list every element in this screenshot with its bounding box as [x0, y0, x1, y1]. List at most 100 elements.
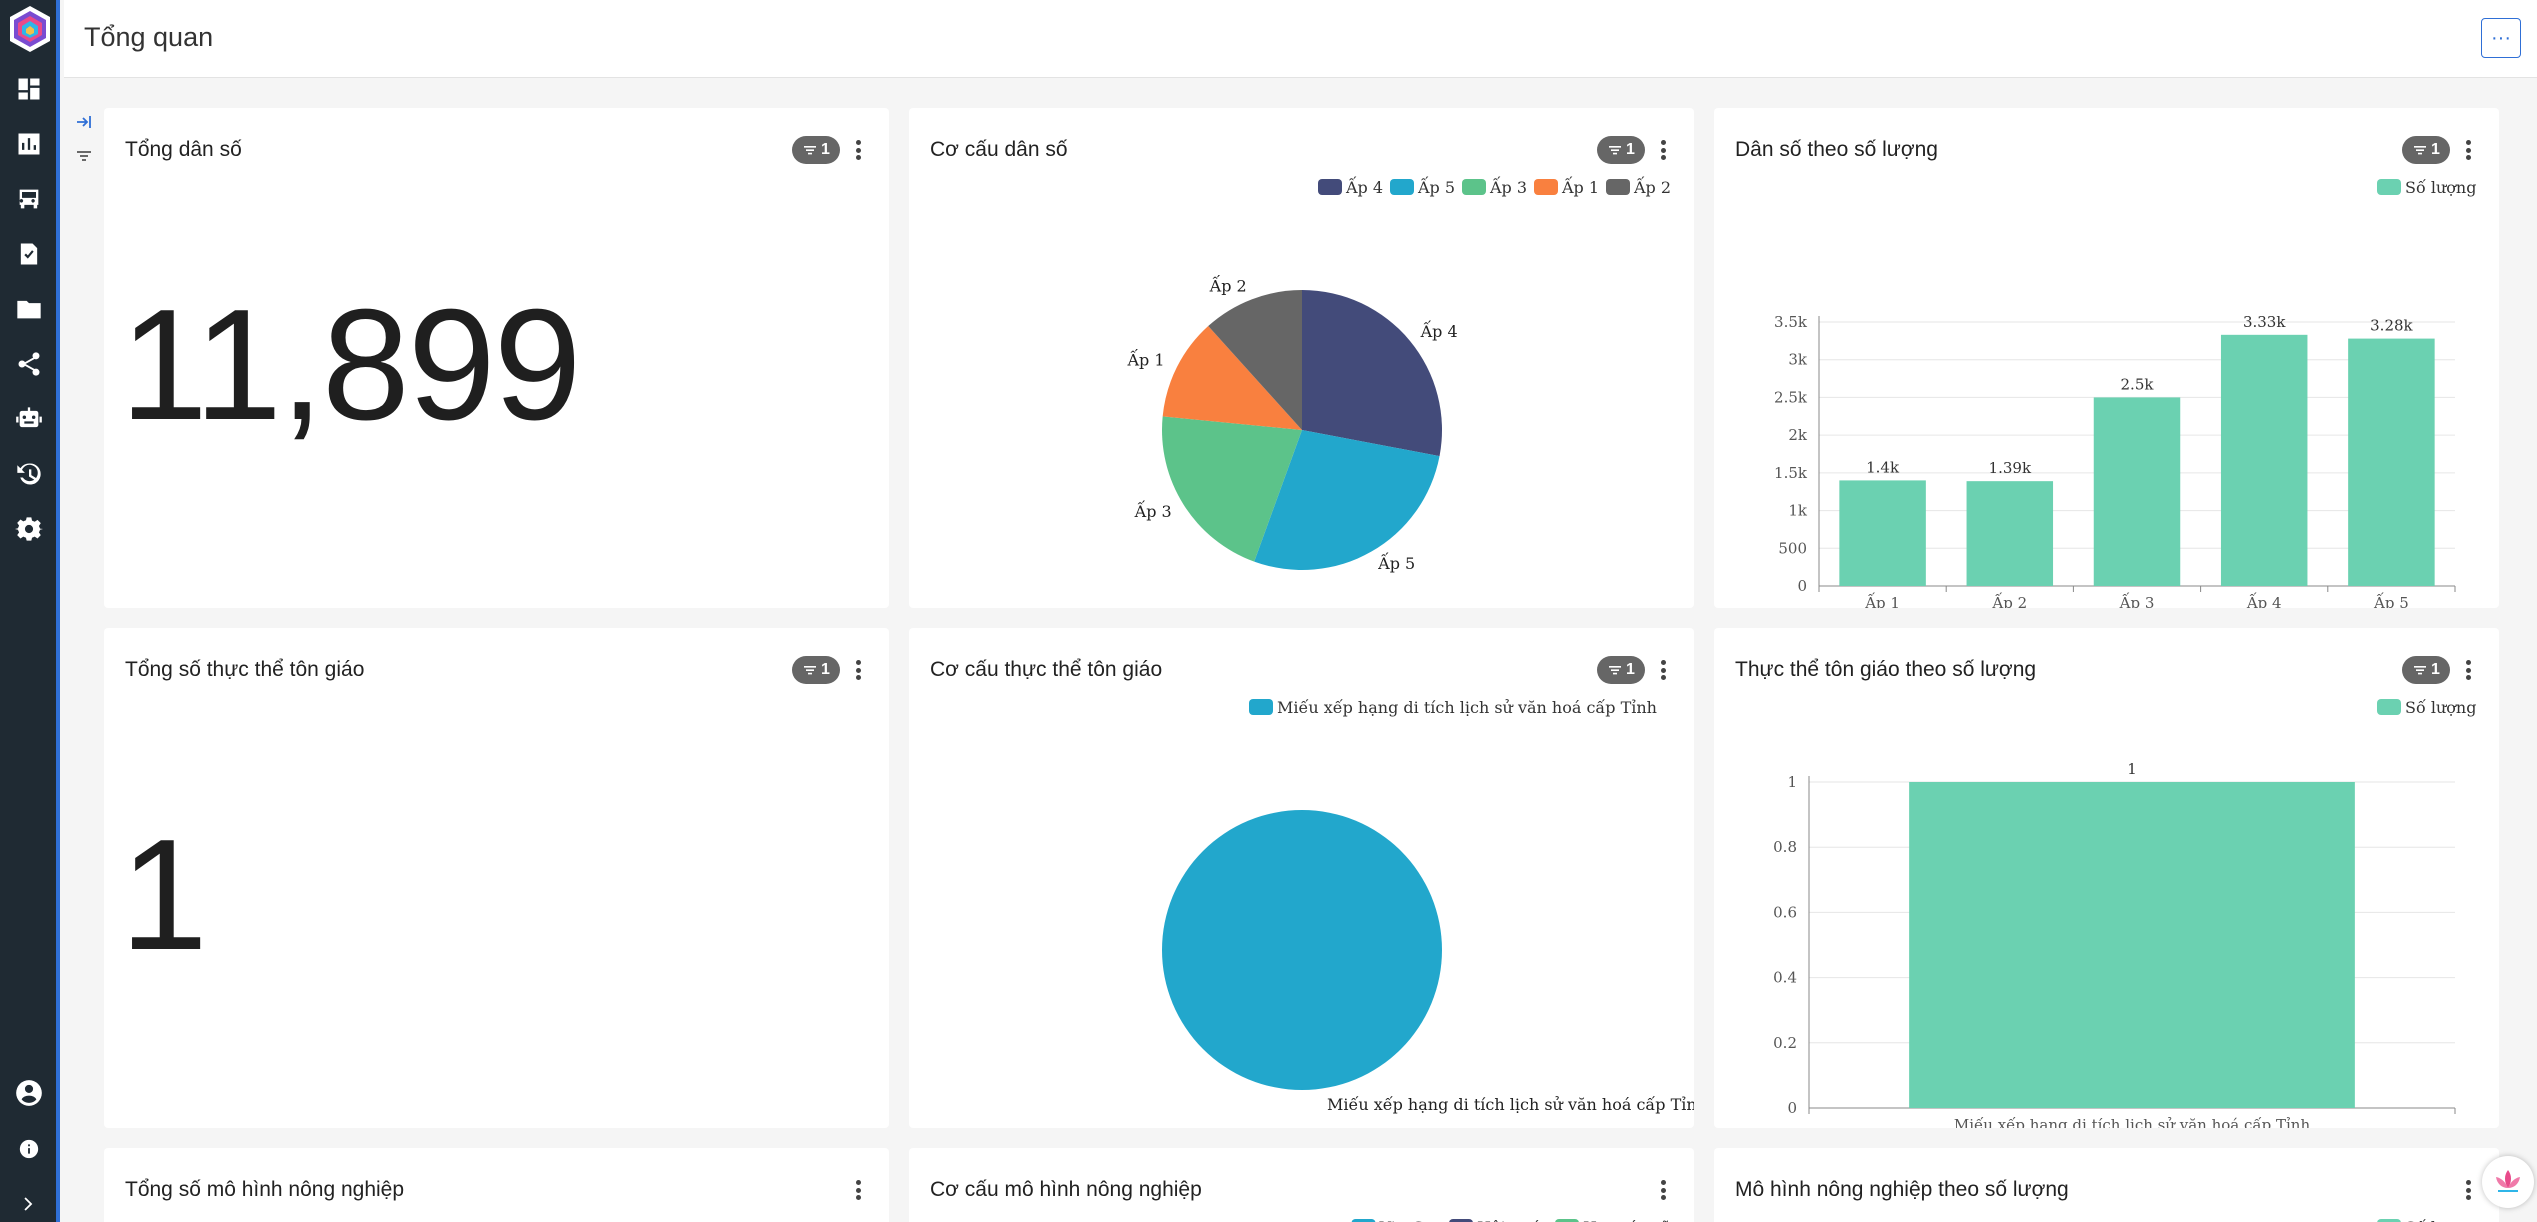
legend-swatch[interactable]: [2377, 179, 2401, 195]
legend-swatch[interactable]: [1318, 179, 1342, 195]
legend-label[interactable]: VietGap: [1379, 1218, 1445, 1222]
legend-label[interactable]: Hội quán: [1477, 1218, 1551, 1222]
card-pop-structure: Cơ cấu dân số 1 Ấp 4 Ấp 5 Ấp 3 Ấp 1 Ấp 2 Ấp 4…: [909, 108, 1694, 608]
filter-icon[interactable]: [74, 146, 94, 166]
legend-swatch[interactable]: [1462, 179, 1486, 195]
card-title: Tổng số thực thể tôn giáo: [125, 658, 365, 681]
legend-swatch[interactable]: [1606, 179, 1630, 195]
filter-icon: [804, 666, 817, 675]
legend-swatch[interactable]: [2377, 1219, 2401, 1222]
collapse-filters-icon[interactable]: [74, 112, 94, 132]
card-title: Thực thể tôn giáo theo số lượng: [1735, 658, 2037, 681]
legend-label[interactable]: Số lượng: [2405, 698, 2476, 717]
pie-label: Ấp 5: [1377, 551, 1415, 573]
settings-icon[interactable]: [14, 514, 44, 544]
pie-slice[interactable]: [1302, 290, 1442, 457]
more-options-button[interactable]: ···: [2481, 18, 2521, 58]
legend-label[interactable]: Miếu xếp hạng di tích lịch sử văn hoá cấ…: [1277, 698, 1657, 717]
bar-chart-icon[interactable]: [14, 129, 44, 159]
legend-label[interactable]: Ấp 3: [1489, 175, 1527, 197]
legend-swatch[interactable]: [1351, 1219, 1376, 1222]
clipboard-check-icon[interactable]: [14, 239, 44, 269]
robot-icon[interactable]: [14, 404, 44, 434]
chart-legend: Số lượng: [2377, 1218, 2476, 1222]
card-menu-button[interactable]: [851, 656, 865, 684]
card-menu-button[interactable]: [1656, 656, 1670, 684]
bar-data-label: 1: [2127, 760, 2137, 778]
filter-badge[interactable]: 1: [2402, 656, 2450, 684]
card-menu-button[interactable]: [1656, 1176, 1670, 1204]
y-tick-label: 0.8: [1773, 838, 1797, 856]
bar[interactable]: [1966, 481, 2054, 586]
bar-data-label: 1.4k: [1866, 458, 1900, 476]
legend-label[interactable]: Hợp tác xã: [1583, 1218, 1671, 1222]
bar[interactable]: [2093, 397, 2181, 586]
filter-count: 1: [2431, 661, 2440, 678]
filter-badge[interactable]: 1: [1597, 656, 1645, 684]
history-icon[interactable]: [14, 459, 44, 489]
app-logo[interactable]: [6, 4, 54, 54]
y-tick-label: 2k: [1788, 426, 1808, 444]
pie-slice[interactable]: [1162, 810, 1442, 1090]
lotus-icon: [2496, 1170, 2520, 1192]
filter-badge[interactable]: 1: [792, 136, 840, 164]
filter-icon: [804, 146, 817, 155]
card-pop-total: Tổng dân số 1 11,899: [104, 108, 889, 608]
bar-data-label: 3.33k: [2243, 313, 2286, 331]
pie-label: Ấp 4: [1420, 319, 1458, 341]
kpi-value: 1: [120, 807, 208, 983]
y-tick-label: 3.5k: [1774, 313, 1808, 331]
legend-swatch[interactable]: [1534, 179, 1558, 195]
bar-data-label: 3.28k: [2370, 317, 2413, 335]
bar[interactable]: [2348, 338, 2435, 586]
expand-icon[interactable]: [14, 1189, 44, 1219]
card-menu-button[interactable]: [1656, 136, 1670, 164]
card-rel-total: Tổng số thực thể tôn giáo 1 1: [104, 628, 889, 1128]
legend-label[interactable]: Ấp 1: [1561, 175, 1599, 197]
filter-icon: [1609, 666, 1622, 675]
bar[interactable]: [1839, 480, 1926, 586]
card-agri-by-count: Mô hình nông nghiệp theo số lượng Số lượ…: [1714, 1148, 2499, 1222]
pie-slice[interactable]: [1162, 416, 1302, 562]
folder-icon[interactable]: [14, 294, 44, 324]
legend-label[interactable]: Ấp 4: [1345, 175, 1383, 197]
card-menu-button[interactable]: [2461, 136, 2475, 164]
filter-count: 1: [821, 661, 830, 678]
bus-icon[interactable]: [14, 184, 44, 214]
filter-count: 1: [1626, 661, 1635, 678]
share-icon[interactable]: [14, 349, 44, 379]
pie-slice[interactable]: [1208, 290, 1302, 430]
bar[interactable]: [1909, 782, 2355, 1108]
dashboard-icon[interactable]: [14, 74, 44, 104]
chat-assistant-button[interactable]: [2482, 1156, 2534, 1208]
bar[interactable]: [2220, 334, 2308, 586]
y-tick-label: 1.5k: [1774, 464, 1808, 482]
pie-slice[interactable]: [1162, 326, 1302, 430]
card-menu-button[interactable]: [851, 136, 865, 164]
user-icon[interactable]: [14, 1078, 44, 1108]
filter-badge[interactable]: 1: [792, 656, 840, 684]
card-menu-button[interactable]: [2461, 656, 2475, 684]
y-tick-label: 0.2: [1773, 1034, 1797, 1052]
legend-label[interactable]: Số lượng: [2405, 178, 2476, 197]
filter-badge[interactable]: 1: [1597, 136, 1645, 164]
legend-label[interactable]: Ấp 2: [1633, 175, 1671, 197]
info-icon[interactable]: [14, 1134, 44, 1164]
card-title: Cơ cấu mô hình nông nghiệp: [930, 1178, 1202, 1201]
legend-label[interactable]: Ấp 5: [1417, 175, 1455, 197]
card-title: Cơ cấu thực thể tôn giáo: [930, 658, 1163, 681]
card-menu-button[interactable]: [2461, 1176, 2475, 1204]
x-tick-label: Miếu xếp hạng di tích lịch sử văn hoá cấ…: [1954, 1116, 2311, 1128]
card-title: Tổng dân số: [125, 138, 242, 161]
filter-badge[interactable]: 1: [2402, 136, 2450, 164]
legend-swatch[interactable]: [1249, 699, 1273, 715]
card-menu-button[interactable]: [851, 1176, 865, 1204]
legend-label[interactable]: Số lượng: [2405, 1218, 2476, 1222]
card-title: Cơ cấu dân số: [930, 138, 1068, 161]
filter-count: 1: [1626, 141, 1635, 158]
legend-swatch[interactable]: [1449, 1219, 1473, 1222]
legend-swatch[interactable]: [1390, 179, 1414, 195]
legend-swatch[interactable]: [2377, 699, 2401, 715]
pie-slice[interactable]: [1254, 430, 1440, 570]
legend-swatch[interactable]: [1555, 1219, 1579, 1222]
